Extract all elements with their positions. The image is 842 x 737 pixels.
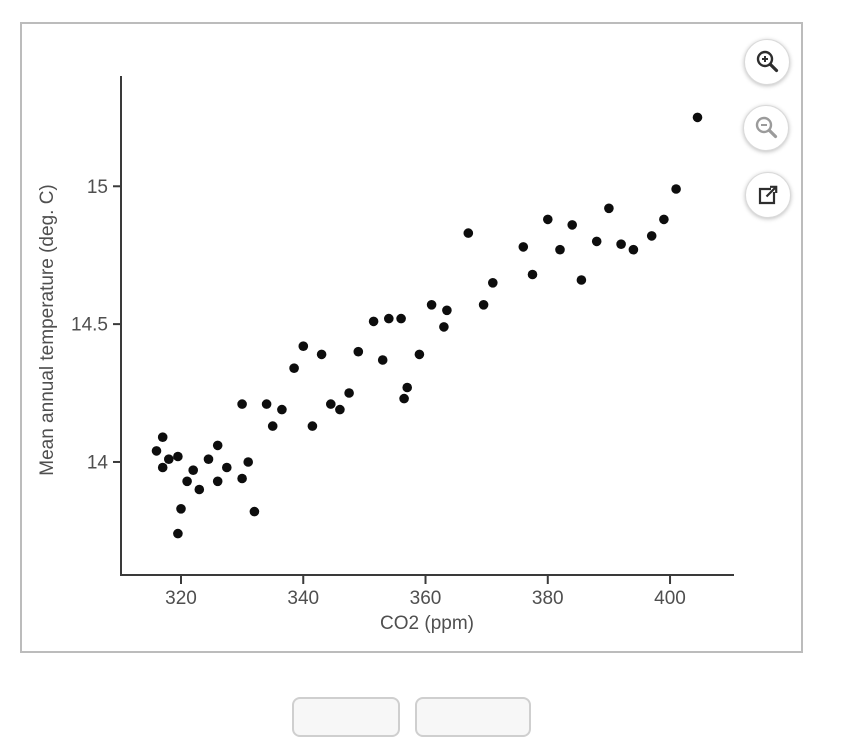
data-point: [222, 462, 232, 473]
data-point: [671, 184, 681, 194]
data-point: [488, 278, 498, 288]
data-point: [164, 454, 174, 465]
external-link-icon: [755, 182, 781, 208]
x-tick-label: 380: [532, 588, 564, 609]
data-point: [442, 305, 452, 316]
x-tick-label: 320: [165, 588, 197, 609]
x-tick-label: 360: [410, 588, 442, 609]
data-point: [384, 313, 394, 324]
data-point: [368, 316, 379, 327]
data-point: [616, 239, 626, 249]
data-point: [439, 322, 449, 332]
data-point: [692, 112, 703, 123]
data-point: [396, 313, 406, 324]
data-point: [298, 341, 309, 352]
data-point: [335, 404, 345, 415]
data-point: [194, 484, 205, 495]
data-point: [478, 300, 489, 310]
y-tick-label: 14.5: [71, 315, 108, 336]
data-point: [203, 454, 214, 465]
data-point: [212, 440, 223, 451]
data-point: [414, 349, 425, 360]
x-tick-label: 340: [287, 588, 319, 609]
data-point: [646, 231, 657, 241]
data-point: [426, 300, 437, 310]
data-point: [402, 382, 413, 393]
magnifier-minus-icon: [752, 114, 780, 142]
scatter-plot: CO2 (ppm) Mean annual temperature (deg. …: [37, 76, 734, 634]
data-point: [344, 388, 354, 398]
data-point: [267, 421, 278, 431]
data-point: [527, 269, 538, 280]
data-point: [628, 244, 639, 255]
x-axis-title: CO2 (ppm): [380, 613, 474, 634]
data-point: [659, 214, 669, 225]
data-point: [518, 242, 529, 252]
data-point: [261, 399, 272, 409]
y-axis-title: Mean annual temperature (deg. C): [37, 184, 58, 476]
data-point: [237, 473, 247, 484]
y-tick-label: 14: [87, 452, 109, 473]
data-point: [567, 220, 577, 230]
magnifier-plus-icon: [753, 48, 781, 76]
data-point: [249, 506, 260, 517]
data-point: [151, 446, 162, 456]
data-point: [173, 451, 183, 462]
data-point: [173, 528, 183, 539]
data-point: [326, 399, 336, 409]
data-point: [576, 275, 587, 285]
data-point: [157, 432, 168, 443]
open-external-button[interactable]: [745, 172, 791, 218]
data-point: [316, 349, 327, 360]
zoom-out-button[interactable]: [743, 105, 789, 151]
data-point: [188, 465, 198, 476]
data-point: [237, 399, 247, 409]
data-point: [243, 457, 253, 467]
bottom-button-2[interactable]: [415, 697, 531, 737]
data-point: [604, 203, 614, 214]
data-point: [591, 236, 602, 247]
data-point: [182, 476, 192, 487]
data-point: [399, 393, 409, 404]
data-point: [307, 421, 318, 431]
data-point: [176, 504, 186, 514]
zoom-in-button[interactable]: [744, 39, 790, 85]
x-tick-label: 400: [654, 588, 686, 609]
data-point: [212, 476, 223, 487]
data-point: [277, 404, 287, 415]
data-point: [543, 214, 553, 225]
data-point: [289, 363, 299, 374]
data-point: [157, 462, 168, 473]
data-point: [377, 355, 388, 365]
data-point: [555, 244, 565, 255]
bottom-button-1[interactable]: [292, 697, 400, 737]
figure-card: [20, 22, 803, 653]
y-tick-label: 15: [87, 177, 108, 198]
data-point: [463, 228, 474, 238]
data-point: [353, 346, 364, 357]
